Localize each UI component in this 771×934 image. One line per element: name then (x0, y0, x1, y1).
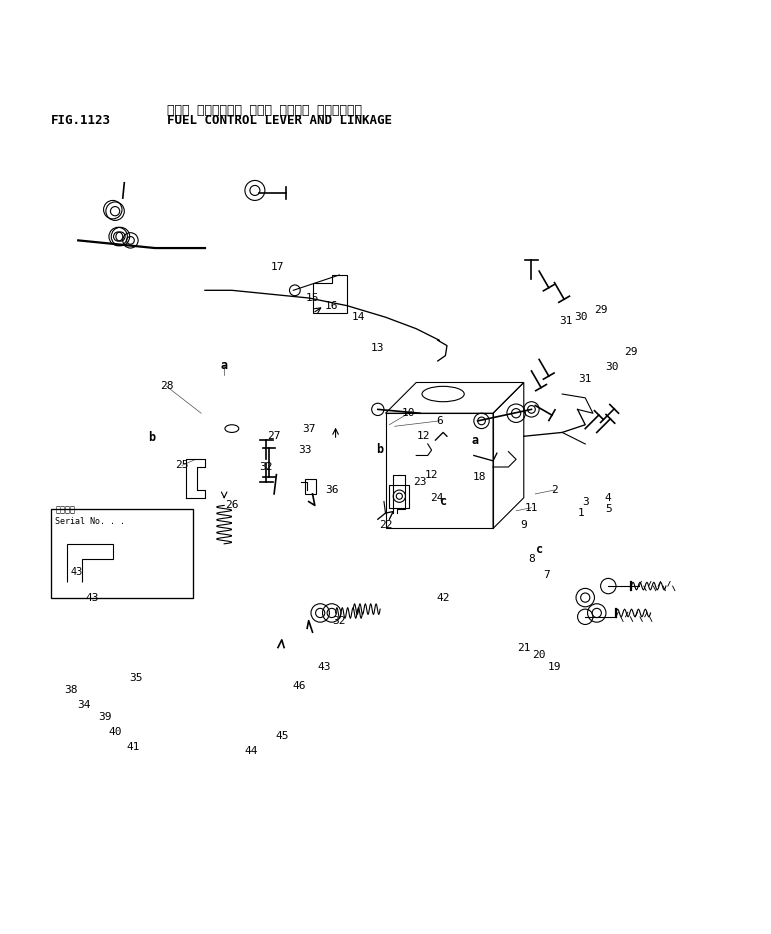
Text: 4: 4 (605, 493, 611, 502)
Text: 17: 17 (271, 262, 284, 273)
Text: 28: 28 (160, 381, 173, 391)
Text: 23: 23 (413, 477, 427, 488)
Text: 5: 5 (605, 504, 611, 515)
Text: 16: 16 (325, 301, 338, 311)
Text: 31: 31 (578, 374, 592, 384)
Text: フェル コントロール レバー オヨビー リンケージ゚: フェル コントロール レバー オヨビー リンケージ゚ (167, 105, 362, 118)
Text: a: a (221, 359, 227, 372)
Text: 21: 21 (517, 643, 530, 653)
Text: 40: 40 (109, 727, 122, 737)
Text: 43: 43 (70, 567, 82, 576)
Text: 11: 11 (525, 502, 538, 513)
Text: 37: 37 (302, 424, 315, 433)
Text: 32: 32 (260, 462, 273, 472)
Text: a: a (472, 433, 479, 446)
Text: 13: 13 (371, 343, 385, 353)
Text: 43: 43 (86, 592, 99, 602)
Text: b: b (375, 443, 383, 456)
Text: 29: 29 (594, 304, 608, 315)
Text: 30: 30 (605, 362, 619, 372)
Text: 46: 46 (293, 681, 306, 691)
Text: 34: 34 (78, 700, 91, 710)
Text: 18: 18 (473, 472, 486, 482)
Text: c: c (536, 543, 543, 556)
Text: 3: 3 (582, 497, 588, 506)
Text: 27: 27 (268, 432, 281, 441)
Text: 32: 32 (332, 616, 346, 626)
Text: Serial No. . .: Serial No. . . (56, 517, 125, 526)
Text: 29: 29 (625, 347, 638, 357)
Text: 24: 24 (430, 493, 444, 502)
Text: 12: 12 (425, 470, 439, 480)
Text: 10: 10 (402, 408, 416, 418)
Text: FUEL CONTROL LEVER AND LINKAGE: FUEL CONTROL LEVER AND LINKAGE (167, 114, 392, 127)
Text: 44: 44 (244, 746, 258, 757)
Text: 43: 43 (318, 661, 331, 672)
Text: FIG.1123: FIG.1123 (52, 114, 111, 127)
Text: 33: 33 (298, 446, 311, 455)
Text: 41: 41 (126, 743, 140, 753)
Text: 2: 2 (551, 485, 558, 495)
Text: 42: 42 (436, 592, 449, 602)
Text: 1: 1 (578, 508, 584, 518)
Text: 36: 36 (325, 485, 338, 495)
Text: 8: 8 (528, 554, 535, 564)
Text: 22: 22 (379, 519, 392, 530)
Text: b: b (147, 432, 155, 445)
Text: 30: 30 (574, 312, 588, 322)
Text: 26: 26 (225, 501, 238, 510)
Text: c: c (439, 495, 446, 508)
Text: 12: 12 (417, 432, 431, 441)
Text: 25: 25 (175, 460, 189, 471)
Text: 39: 39 (99, 712, 112, 722)
Text: 14: 14 (352, 312, 365, 322)
Text: 15: 15 (306, 293, 319, 303)
Text: 適用号機: 適用号機 (56, 505, 75, 515)
Text: 31: 31 (559, 316, 573, 326)
Text: 45: 45 (275, 731, 288, 741)
Text: 35: 35 (129, 673, 143, 684)
Text: 6: 6 (436, 416, 443, 426)
Text: 19: 19 (547, 661, 561, 672)
Text: 20: 20 (533, 650, 546, 660)
Text: 38: 38 (64, 685, 77, 695)
Text: 9: 9 (520, 519, 527, 530)
Text: 7: 7 (544, 570, 550, 580)
